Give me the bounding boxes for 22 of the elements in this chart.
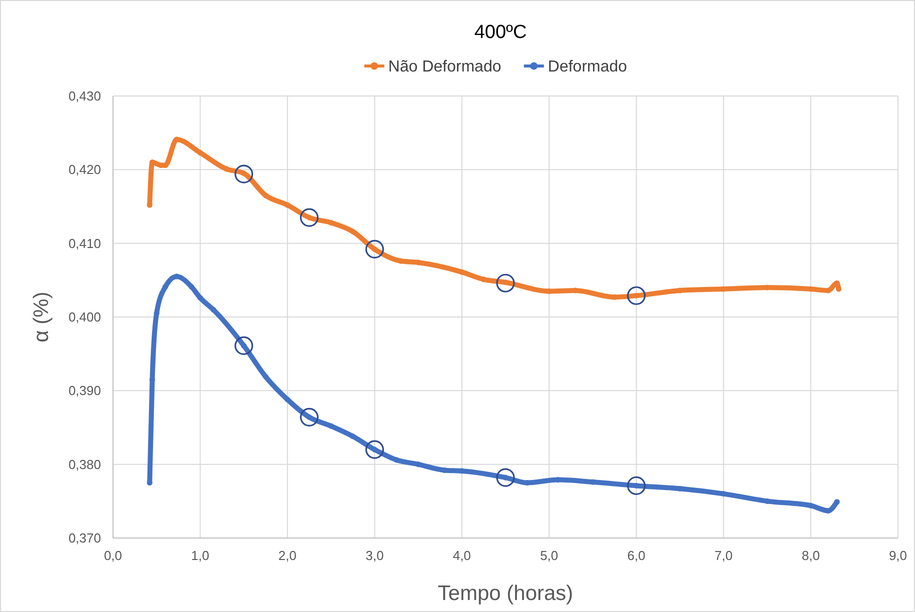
y-tick-label: 0,430 (68, 88, 101, 104)
y-axis-title: α (%) (30, 292, 53, 342)
legend-label: Não Deformado (388, 58, 502, 76)
y-tick-label: 0,420 (68, 162, 101, 178)
legend-label: Deformado (548, 58, 628, 76)
x-tick-label: 9,0 (888, 548, 908, 563)
x-tick-label: 4,0 (452, 548, 471, 563)
y-tick-label: 0,400 (68, 310, 101, 325)
x-tick-label: 8,0 (802, 548, 820, 563)
x-axis-title: Tempo (horas) (438, 582, 574, 605)
y-tick-label: 0,390 (68, 383, 101, 398)
x-tick-label: 0,0 (104, 548, 122, 563)
y-tick-label: 0,370 (68, 530, 101, 546)
y-tick-label: 0,380 (68, 456, 101, 472)
x-tick-label: 7,0 (714, 548, 733, 563)
x-tick-label: 6,0 (627, 548, 646, 563)
x-tick-label: 3,0 (366, 548, 384, 563)
x-tick-label: 5,0 (540, 548, 558, 563)
x-tick-label: 1,0 (191, 548, 210, 563)
chart-title: 400ºC (474, 22, 527, 43)
x-tick-label: 2,0 (278, 548, 296, 563)
y-tick-label: 0,410 (68, 236, 101, 251)
